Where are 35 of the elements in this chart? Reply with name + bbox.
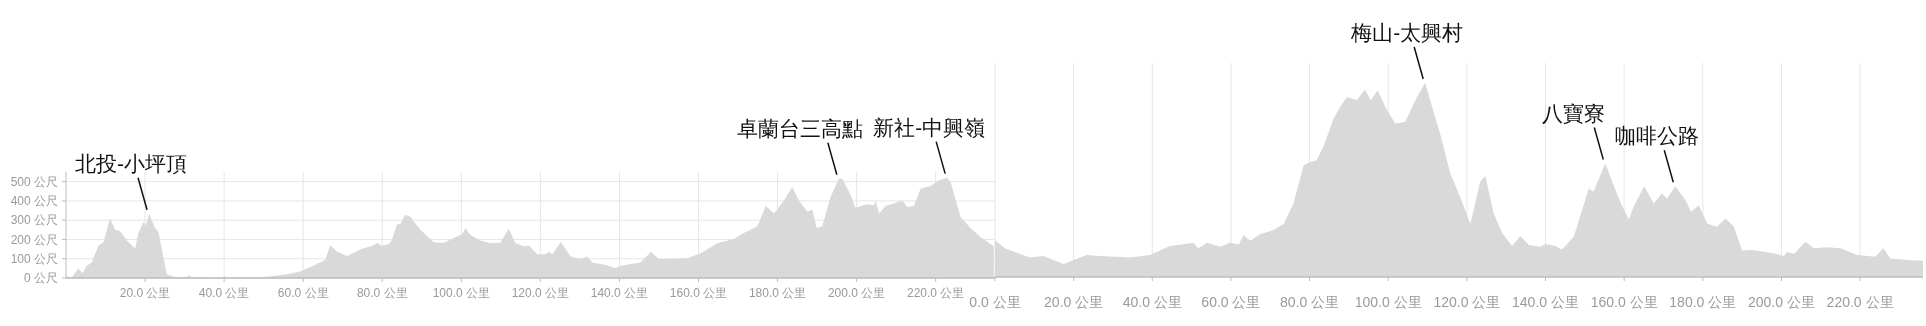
x-tick-label: 40.0 公里 <box>1122 294 1182 310</box>
x-tick-label: 200.0 公里 <box>827 286 886 300</box>
x-tick-label: 20.0 公里 <box>1044 294 1104 310</box>
y-tick-label: 200 公尺 <box>10 232 58 247</box>
y-tick-label: 300 公尺 <box>10 213 58 228</box>
x-tick-label: 140.0 公里 <box>590 286 649 300</box>
x-tick-label: 220.0 公里 <box>907 286 965 300</box>
x-tick-label: 100.0 公里 <box>432 286 491 300</box>
x-tick-label: 160.0 公里 <box>1590 294 1658 310</box>
x-tick-label: 120.0 公里 <box>1433 294 1501 310</box>
x-tick-label: 80.0 公里 <box>356 286 408 300</box>
y-tick-label: 400 公尺 <box>10 194 58 209</box>
x-tick-label: 100.0 公里 <box>1354 294 1422 310</box>
x-tick-label: 180.0 公里 <box>748 286 807 300</box>
x-tick-label: 0.0 公里 <box>969 294 1021 310</box>
x-tick-label: 200.0 公里 <box>1747 294 1815 310</box>
y-tick-label: 100 公尺 <box>10 251 58 266</box>
y-tick-label: 0 公尺 <box>23 271 58 286</box>
annotation: 北投-小坪頂 <box>75 151 188 175</box>
x-tick-label: 20.0 公里 <box>119 286 171 300</box>
x-tick-label: 180.0 公里 <box>1669 294 1737 310</box>
annotation: 卓蘭台三高點 <box>736 116 863 140</box>
x-tick-label: 120.0 公里 <box>511 286 570 300</box>
annotation: 咖啡公路 <box>1615 124 1700 148</box>
y-tick-label: 500 公尺 <box>10 174 58 189</box>
x-tick-label: 80.0 公里 <box>1280 294 1340 310</box>
x-tick-label: 160.0 公里 <box>669 286 728 300</box>
annotation: 梅山-太興村 <box>1350 21 1464 44</box>
x-tick-label: 40.0 公里 <box>198 286 250 300</box>
x-tick-label: 220.0 公里 <box>1826 294 1894 310</box>
x-tick-label: 60.0 公里 <box>1201 294 1261 310</box>
x-tick-label: 60.0 公里 <box>277 286 329 300</box>
annotation: 八寶寮 <box>1542 101 1606 125</box>
annotation: 新社-中興嶺 <box>873 115 986 139</box>
x-tick-label: 140.0 公里 <box>1512 294 1579 310</box>
